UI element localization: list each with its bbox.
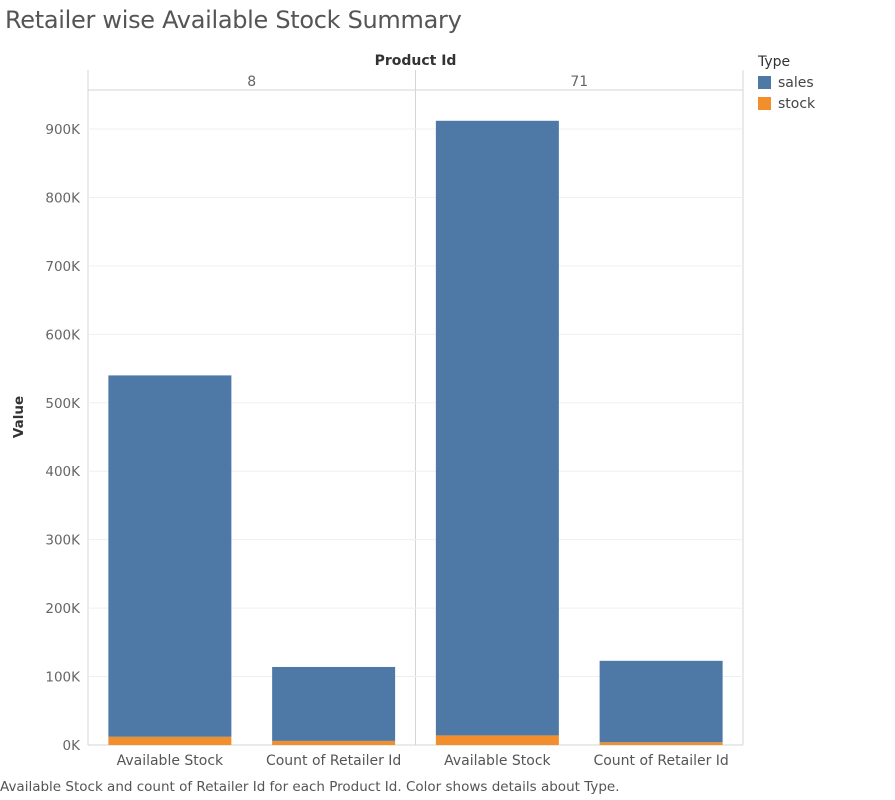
y-tick-label: 600K: [45, 327, 81, 343]
y-axis-label: Value: [11, 396, 27, 438]
panel-header-label: 71: [570, 74, 588, 90]
x-tick-label: Available Stock: [444, 753, 551, 769]
y-tick-label: 500K: [45, 396, 81, 412]
legend: Type sales stock: [758, 54, 815, 114]
legend-swatch-sales: [758, 76, 771, 89]
y-tick-label: 400K: [45, 464, 81, 480]
panel-header-label: 8: [247, 74, 256, 90]
y-tick-label: 100K: [45, 670, 81, 686]
bar-stock: [435, 735, 559, 745]
y-tick-label: 800K: [45, 190, 81, 206]
y-tick-label: 700K: [45, 259, 81, 275]
bar-stock: [108, 736, 232, 745]
legend-item-sales[interactable]: sales: [758, 72, 815, 93]
legend-label-sales: sales: [778, 74, 814, 91]
x-tick-label: Available Stock: [117, 753, 224, 769]
bar-sales: [435, 120, 559, 736]
bar-sales: [599, 660, 723, 743]
bar-stock: [272, 740, 396, 745]
legend-item-stock[interactable]: stock: [758, 93, 815, 114]
bar-stock: [599, 742, 723, 745]
x-tick-label: Count of Retailer Id: [266, 753, 401, 769]
y-tick-label: 900K: [45, 122, 81, 138]
legend-swatch-stock: [758, 97, 771, 110]
column-header-label: Product Id: [375, 53, 457, 69]
bar-sales: [108, 375, 232, 737]
y-tick-label: 200K: [45, 601, 81, 617]
x-tick-label: Count of Retailer Id: [593, 753, 728, 769]
chart-title: Retailer wise Available Stock Summary: [5, 6, 462, 34]
legend-label-stock: stock: [778, 95, 816, 112]
bar-sales: [272, 666, 396, 741]
legend-title: Type: [758, 54, 791, 70]
y-tick-label: 300K: [45, 533, 81, 549]
chart-caption: Available Stock and count of Retailer Id…: [0, 779, 620, 795]
y-tick-label: 0K: [63, 738, 82, 754]
